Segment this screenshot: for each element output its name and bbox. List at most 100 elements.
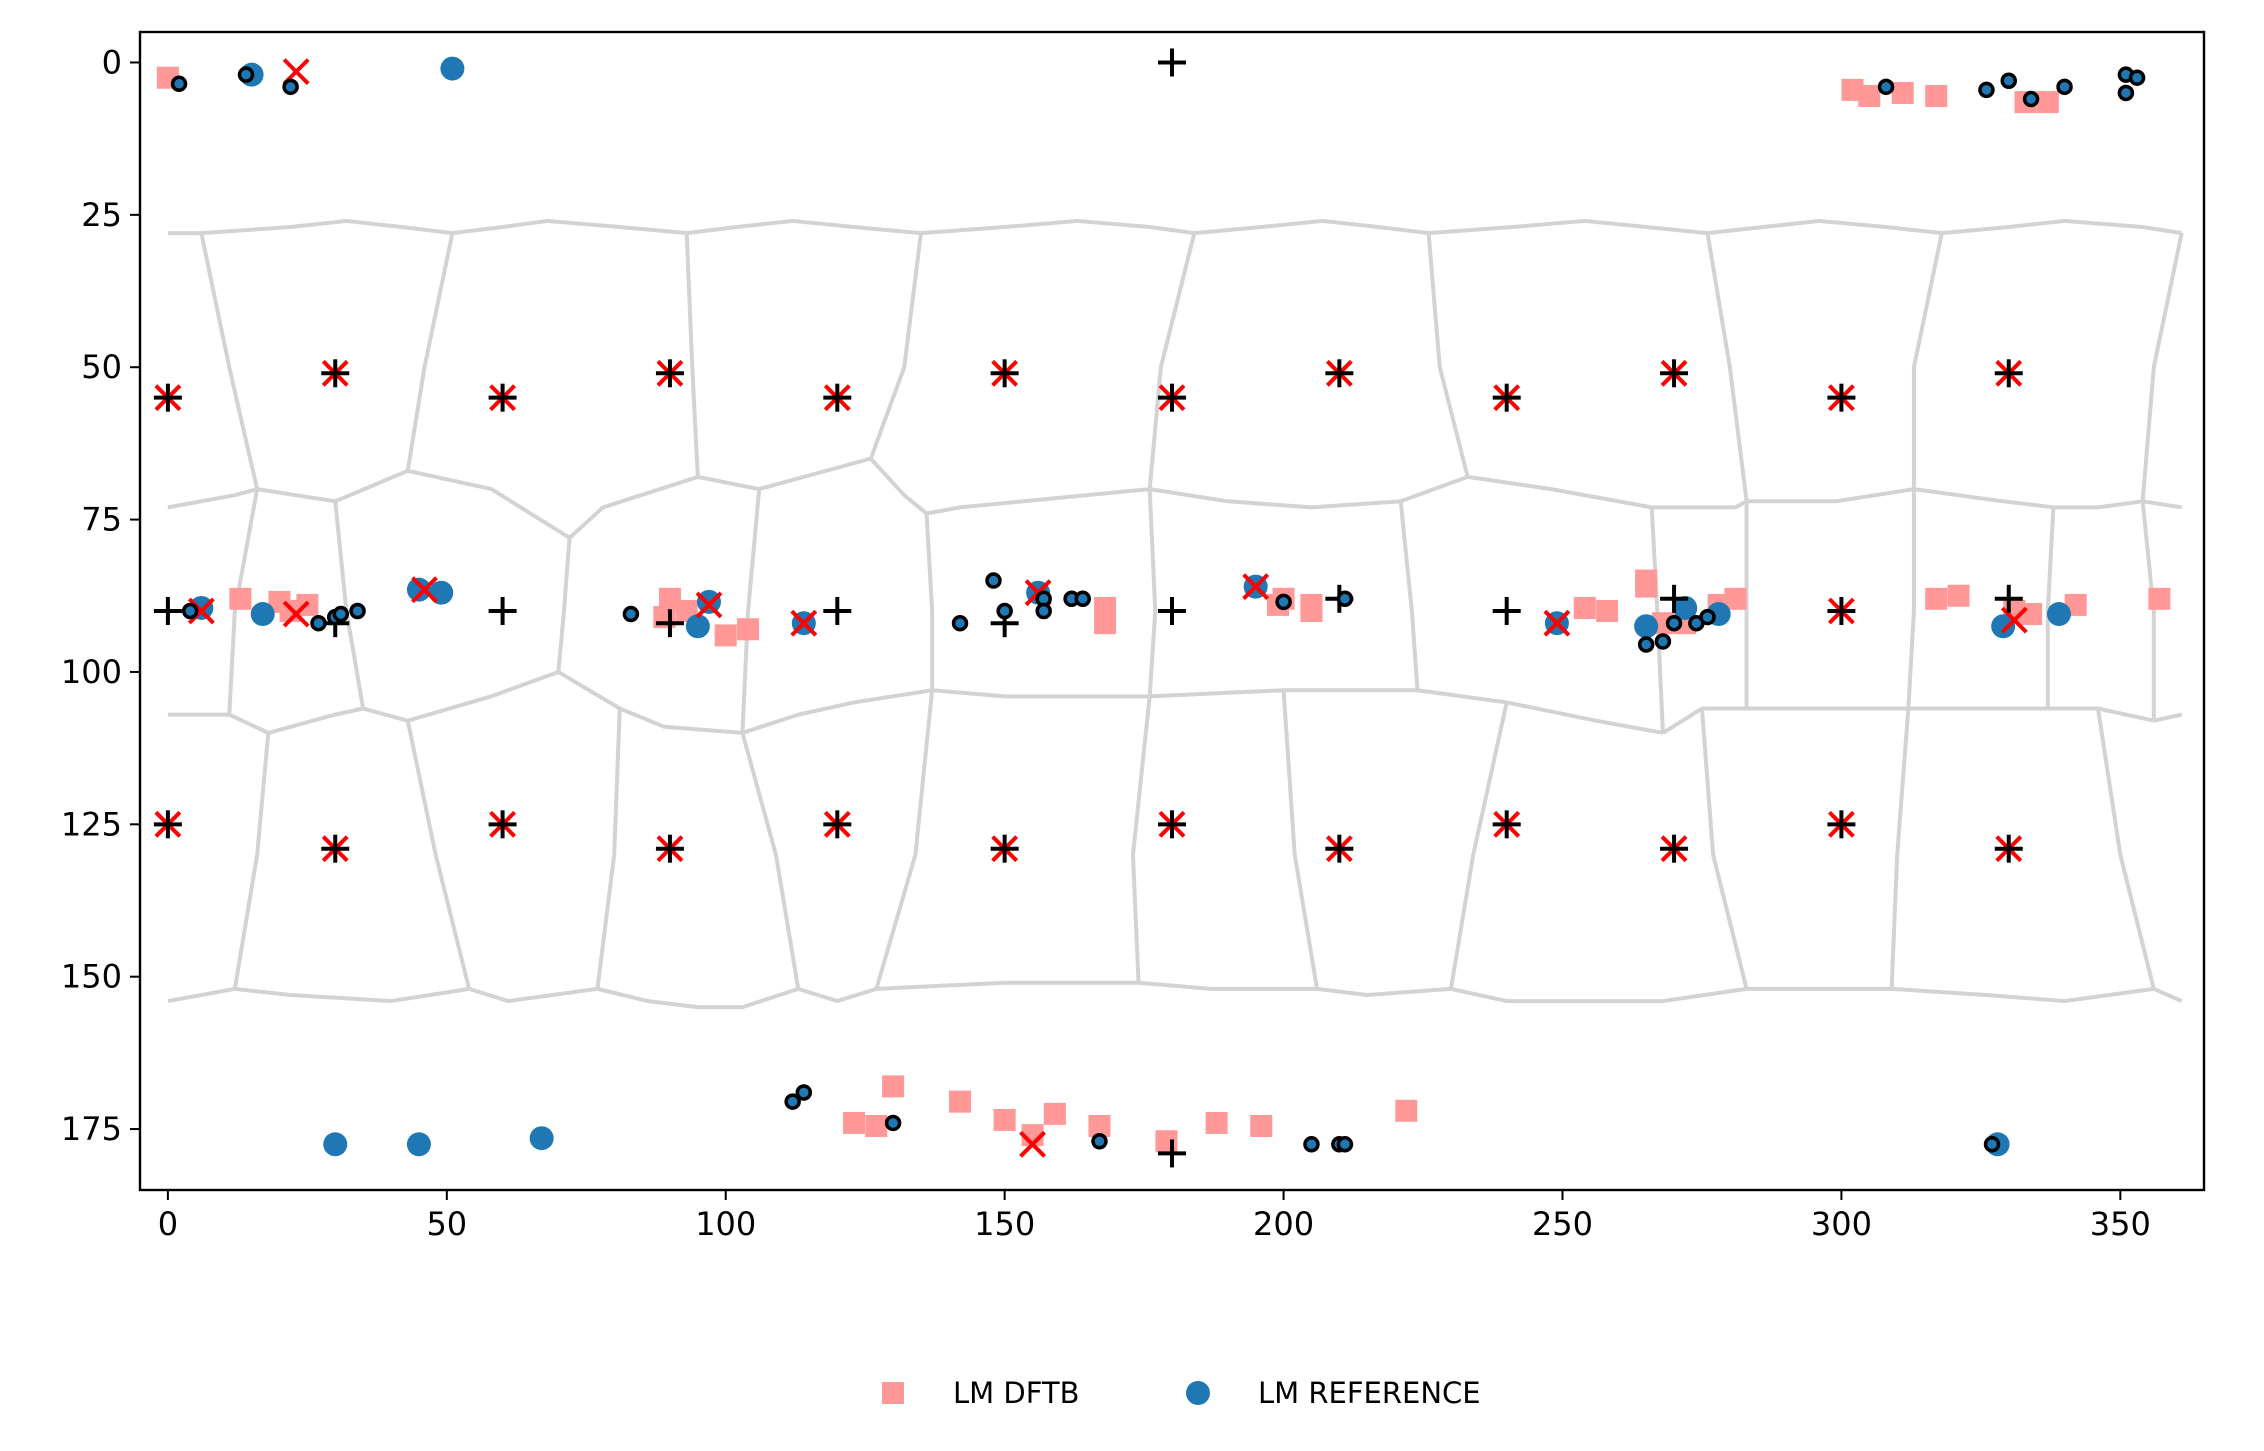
- path-point: [1877, 78, 1895, 96]
- ts-reference-point: [1158, 810, 1186, 839]
- voronoi-edge: [167, 487, 258, 510]
- ts-reference-point: [1492, 383, 1521, 412]
- path-point: [237, 66, 255, 83]
- lm-reference-point: [250, 602, 275, 627]
- lm-dftb-point: [2020, 603, 2043, 626]
- ts-dftb-stroke: [411, 576, 438, 604]
- voronoi-edge: [1147, 232, 1197, 490]
- ts-reference-point: [153, 383, 182, 412]
- ts-reference-point: [990, 359, 1019, 388]
- ts-reference-point: [823, 597, 852, 625]
- voronoi-edge: [1194, 218, 1429, 236]
- ts-dftb-point: [2000, 606, 2028, 634]
- path-point: [795, 1084, 813, 1101]
- lm-reference-point: [406, 1132, 431, 1157]
- lm-dftb-point: [865, 1115, 888, 1138]
- voronoi-edge: [1398, 501, 1420, 691]
- voronoi-edge: [926, 487, 1150, 516]
- ts-reference-point: [1660, 584, 1689, 613]
- lm-dftb-point: [1596, 600, 1619, 622]
- path-point: [1699, 608, 1716, 626]
- path-point: [181, 602, 199, 620]
- lm-dftb-point: [1155, 1130, 1178, 1153]
- lm-dftb-point: [1841, 78, 1864, 101]
- lm-dftb-point: [993, 1108, 1016, 1131]
- lm-dftb-point: [1250, 1115, 1273, 1138]
- voronoi-edge: [1130, 696, 1152, 983]
- path-point: [985, 572, 1002, 589]
- lm-dftb-point: [1947, 584, 1970, 607]
- legend-item-lm_reference: LM REFERENCE: [1186, 1376, 1481, 1410]
- lm-dftb-point: [1925, 587, 1948, 610]
- path-point: [2000, 72, 2018, 90]
- ts-dftb-stroke: [790, 609, 818, 637]
- lm-dftb-point: [2148, 587, 2171, 610]
- ts-dftb-point: [187, 597, 215, 625]
- voronoi-edge: [1448, 701, 1509, 990]
- y-tick-label: 50: [81, 348, 122, 386]
- voronoi-edge: [1941, 218, 2182, 236]
- y-tick-label: 100: [61, 653, 122, 691]
- voronoi-edges: [167, 218, 2184, 1010]
- ts-dftb-point: [790, 609, 818, 637]
- lm-reference-point: [1634, 614, 1659, 639]
- path-point: [170, 75, 188, 93]
- ts-reference-point: [488, 383, 517, 412]
- voronoi-edge: [556, 537, 572, 673]
- path-point: [332, 605, 350, 623]
- voronoi-edge: [452, 218, 687, 236]
- y-tick-label: 150: [61, 958, 122, 996]
- lm-dftb-point: [1724, 587, 1747, 610]
- legend-item-lm_dftb: LM DFTB: [882, 1376, 1080, 1410]
- voronoi-edge: [1707, 218, 1943, 236]
- x-tick-label: 150: [974, 1205, 1035, 1243]
- y-tick-label: 125: [61, 805, 122, 843]
- x-tick-label: 0: [158, 1205, 178, 1243]
- lm-dftb-point: [1300, 600, 1323, 622]
- lm-reference-point: [440, 56, 465, 81]
- lm-reference-point: [685, 614, 710, 639]
- ts-reference-point: [1492, 810, 1521, 839]
- lm-reference-point: [323, 1132, 348, 1157]
- ts-dftb-stroke: [1024, 579, 1052, 607]
- lm-reference-point: [1673, 595, 1698, 620]
- ts-reference-point: [990, 834, 1019, 863]
- lm-dftb-point: [1891, 81, 1914, 104]
- lm-dftb-point: [1858, 84, 1881, 107]
- voronoi-edge: [405, 720, 472, 990]
- lm-dftb-point: [1205, 1111, 1228, 1134]
- ts-reference-point: [655, 834, 684, 863]
- voronoi-edge: [228, 706, 409, 735]
- ts-dftb-point: [1242, 573, 1270, 601]
- voronoi-edge: [1281, 690, 1320, 990]
- ts-dftb-point: [1543, 609, 1571, 637]
- ts-reference-point: [1325, 834, 1354, 863]
- lm-reference-point: [2046, 602, 2071, 627]
- ts-reference-point: [1158, 383, 1186, 412]
- lm-dftb-point: [1573, 596, 1596, 619]
- voronoi-edge: [740, 732, 801, 990]
- path-point: [2022, 90, 2040, 108]
- voronoi-edge: [2153, 712, 2183, 723]
- lm-reference-point: [529, 1126, 554, 1151]
- data-marks: [153, 48, 2171, 1168]
- lm-dftb-point: [2036, 91, 2059, 114]
- voronoi-edge: [1428, 218, 1708, 236]
- path-point: [2117, 84, 2135, 102]
- voronoi-edge: [2053, 499, 2143, 510]
- ts-dftb-stroke: [1019, 1130, 1046, 1158]
- path-point: [1091, 1132, 1108, 1150]
- voronoi-edge: [868, 232, 923, 460]
- voronoi-edge: [1426, 232, 1470, 478]
- path-point: [1275, 593, 1292, 611]
- voronoi-edge: [232, 732, 271, 990]
- voronoi-edge: [595, 708, 622, 990]
- ts-reference-point: [1325, 359, 1354, 388]
- x-axis-ticks: 0 50 100 150 200 250 300 350: [158, 1190, 2151, 1243]
- ts-reference-point: [823, 383, 852, 412]
- x-tick-label: 200: [1253, 1205, 1314, 1243]
- lm-reference-point: [1991, 614, 2016, 639]
- voronoi-edge: [931, 688, 1150, 699]
- ts-reference-point: [823, 810, 852, 839]
